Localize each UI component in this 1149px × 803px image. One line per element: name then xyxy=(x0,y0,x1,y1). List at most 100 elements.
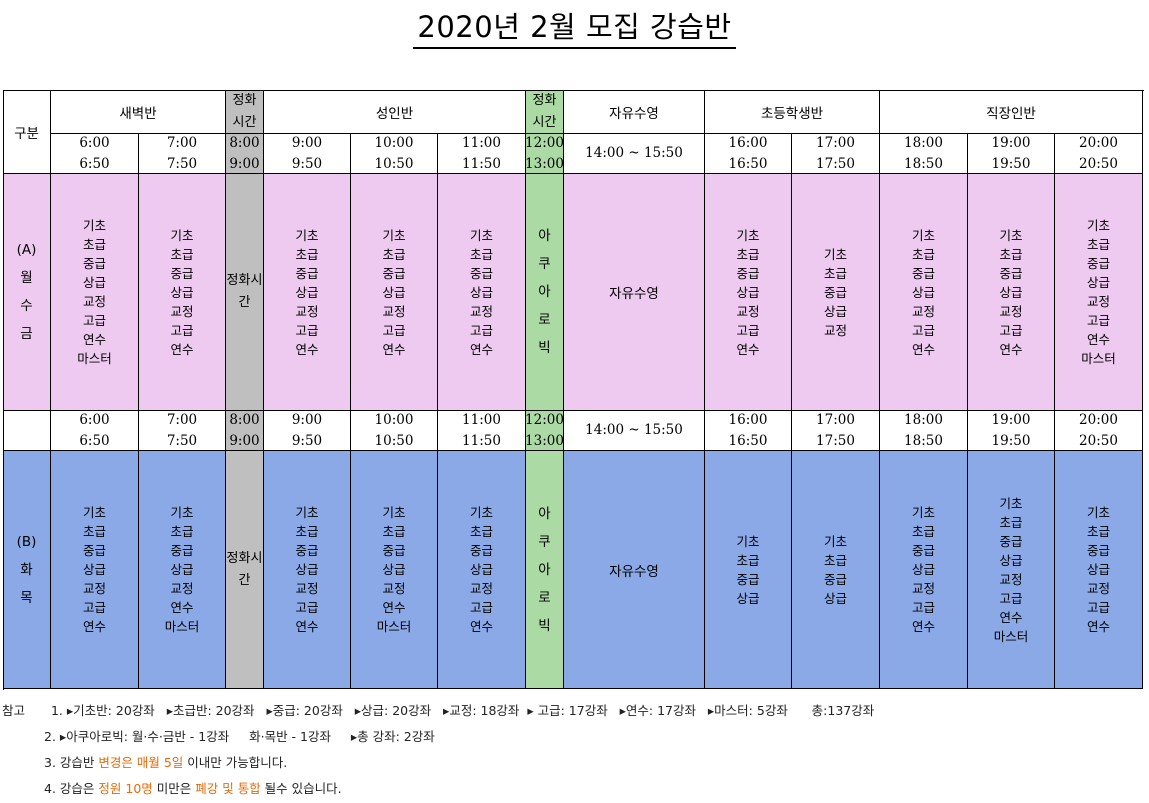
time-cell-a-c8: 18:00 18:50 xyxy=(880,134,968,174)
section_b-class-list-c8-item: 연수 xyxy=(911,619,935,634)
section_a-class-list-c3: 기초 초급 중급 상급 교정 고급 연수 xyxy=(295,226,318,359)
section_b-class-list-c9-item: 마스터 xyxy=(993,628,1029,644)
time-cell-b-g1: 8:00 9:00 xyxy=(226,411,264,451)
time-g2-item: 12:00 xyxy=(525,411,564,428)
note-4-text-a: 강습은 xyxy=(59,781,99,796)
section_b-class-list-c10-item: 초급 xyxy=(1086,524,1110,539)
section_a-class-list-c1: 기초 초급 중급 상급 교정 고급 연수 마스터 xyxy=(77,216,112,368)
section_b-class-list-c5-item: 교정 xyxy=(469,581,493,596)
time-cell-a-g2: 12:00 13:00 xyxy=(525,134,564,174)
section_a-class-list-c9-item: 연수 xyxy=(999,341,1023,357)
time-c3-item: 9:00 xyxy=(291,411,323,428)
section_a-class-list-c10-item: 상급 xyxy=(1086,275,1110,290)
section_b-class-list-c8-item: 기초 xyxy=(911,505,935,520)
section_b-class-list-c3: 기초 초급 중급 상급 교정 고급 연수 xyxy=(295,503,318,636)
section_a-aquarobic-item: 쿠 xyxy=(538,256,551,272)
time-g1-item: 8:00 xyxy=(229,134,260,151)
time-c4-item: 10:00 xyxy=(374,411,414,428)
maintenance-header-1: 정화 시간 xyxy=(226,90,264,134)
note-1: 참고 1. ▸기초반: 20강좌 ▸초급반: 20강좌 ▸중급: 20강좌 ▸상… xyxy=(2,700,874,719)
section_a-aquarobic-item: 빅 xyxy=(538,340,551,356)
section_a-class-list-c5: 기초 초급 중급 상급 교정 고급 연수 xyxy=(470,226,493,359)
section_a-label-cell: (A) 월 수 금 xyxy=(3,174,51,411)
section_b-class-list-c6-item: 상급 xyxy=(736,590,760,606)
section_b-class-list-c9: 기초 초급 중급 상급 교정 고급 연수 마스터 xyxy=(994,494,1029,646)
section_b-class-list-c1-item: 중급 xyxy=(82,543,106,558)
section_a-maintenance: 정화시간 xyxy=(226,270,263,314)
section_b-class-list-c4-item: 상급 xyxy=(382,562,406,577)
time-c3-item: 9:00 xyxy=(291,134,323,151)
section_b-class-list-c3-item: 기초 xyxy=(295,505,319,520)
time-g2-item: 13:00 xyxy=(525,155,564,172)
section_b-class-list-c1-item: 교정 xyxy=(82,581,106,596)
section_b-class-list-c2-item: 기초 xyxy=(170,505,194,520)
section_b-class-list-c2-item: 초급 xyxy=(170,524,194,539)
time-c6-item: 16:50 xyxy=(728,155,768,172)
time-c3-item: 9:50 xyxy=(291,155,323,172)
section_b-aquarobic-item: 아 xyxy=(538,561,551,578)
section_a-class-list-c10-item: 연수 xyxy=(1086,332,1110,347)
section_b-class-cell-c1: 기초 초급 중급 상급 교정 고급 연수 xyxy=(51,451,139,689)
time-c8-item: 18:50 xyxy=(904,155,943,172)
note-2: 2. ▸아쿠아로빅: 월·수·금반 - 1강좌 화·목반 - 1강좌 ▸총 강좌… xyxy=(44,726,435,745)
section_b-free-swim-cell: 자유수영 xyxy=(564,451,705,689)
section_a-class-list-c10-item: 초급 xyxy=(1086,237,1110,252)
maintenance-header-label: 정화 시간 xyxy=(233,90,257,134)
time-c2: 7:00 7:50 xyxy=(167,133,197,175)
time-c8: 18:00 18:50 xyxy=(904,410,943,452)
time-c1: 6:00 6:50 xyxy=(79,133,109,175)
time-cell-a-c10: 20:00 20:50 xyxy=(1055,134,1143,174)
section_b-class-list-c3-item: 연수 xyxy=(295,619,319,634)
section_a-class-list-c5-item: 상급 xyxy=(469,284,493,300)
section_a-class-cell-c5: 기초 초급 중급 상급 교정 고급 연수 xyxy=(438,174,526,411)
section_b-class-list-c8-item: 교정 xyxy=(911,581,935,596)
section_b-class-list-c8-item: 고급 xyxy=(911,600,935,615)
time-c1-item: 6:50 xyxy=(79,432,110,449)
time-g2-item: 13:00 xyxy=(525,432,564,449)
section_a-class-cell-c3: 기초 초급 중급 상급 교정 고급 연수 xyxy=(264,174,351,411)
section_a-class-list-c5-item: 초급 xyxy=(469,246,493,262)
time-cell-b-c10: 20:00 20:50 xyxy=(1055,411,1143,451)
section_a-class-list-c4-item: 교정 xyxy=(382,303,406,319)
group-free-swim: 자유수영 xyxy=(564,90,705,134)
section_a-class-list-c6-item: 중급 xyxy=(736,265,760,281)
section_b-aquarobic-item: 아 xyxy=(538,505,551,522)
section_a-class-list-c1-item: 중급 xyxy=(82,256,106,271)
section_a-class-list-c8-item: 초급 xyxy=(911,246,935,262)
section_b-class-list-c5-item: 기초 xyxy=(469,505,493,520)
section_a-class-list-c9-item: 중급 xyxy=(999,265,1023,281)
section_b-maintenance-cell: 정화시간 xyxy=(226,451,264,689)
time-g1-item: 9:00 xyxy=(229,432,260,449)
note-3-num: 3. xyxy=(44,755,56,770)
time-cell-a-c6: 16:00 16:50 xyxy=(705,134,792,174)
time-c9-item: 19:50 xyxy=(991,155,1031,172)
time-c6: 16:00 16:50 xyxy=(729,410,768,452)
section_a-class-list-c8-item: 교정 xyxy=(911,303,935,319)
section_a-class-cell-c8: 기초 초급 중급 상급 교정 고급 연수 xyxy=(880,174,968,411)
time-c7-item: 17:50 xyxy=(816,432,855,449)
note-4-num: 4. xyxy=(44,781,56,796)
section_b-class-list-c1-item: 초급 xyxy=(82,524,106,539)
section_a-class-list-c7-item: 초급 xyxy=(823,265,847,281)
time-c1-item: 6:00 xyxy=(79,411,110,428)
section_a-class-list-c3-item: 중급 xyxy=(295,265,319,281)
time-c10: 20:00 20:50 xyxy=(1079,133,1118,175)
section_b-class-list-c1-item: 연수 xyxy=(82,619,106,634)
time-c8-item: 18:50 xyxy=(904,432,943,449)
section_b-class-cell-c10: 기초 초급 중급 상급 교정 고급 연수 xyxy=(1055,451,1143,689)
section_b-class-list-c4-item: 초급 xyxy=(382,524,406,539)
time-c8-item: 18:00 xyxy=(904,134,943,151)
time-c6-item: 16:50 xyxy=(728,432,768,449)
time-cell-a-c2: 7:00 7:50 xyxy=(139,134,226,174)
section_b-day-label-item: (B) xyxy=(16,533,37,550)
time-c9-item: 19:50 xyxy=(991,432,1031,449)
section_b-aquarobic-item: 쿠 xyxy=(538,533,551,550)
section_a-class-cell-c4: 기초 초급 중급 상급 교정 고급 연수 xyxy=(351,174,438,411)
time-g2-item: 12:00 xyxy=(525,134,564,151)
time-c10-item: 20:50 xyxy=(1079,432,1118,449)
section_b-aquarobic-item: 로 xyxy=(538,589,551,606)
section_b-class-list-c1-item: 고급 xyxy=(82,600,106,615)
section_b-class-cell-c9: 기초 초급 중급 상급 교정 고급 연수 마스터 xyxy=(968,451,1055,689)
section_b-class-list-c10: 기초 초급 중급 상급 교정 고급 연수 xyxy=(1087,503,1110,636)
